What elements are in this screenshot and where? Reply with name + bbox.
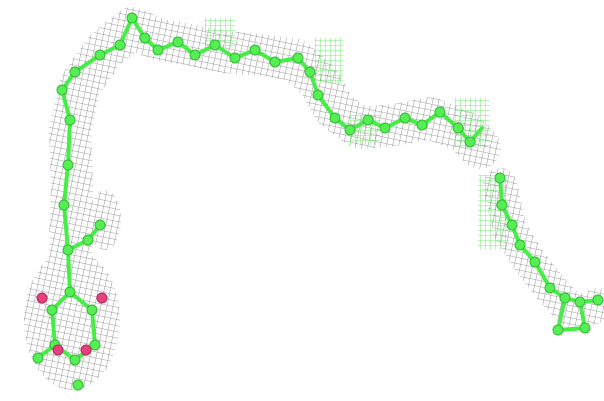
- atom: [464, 136, 476, 148]
- atom: [496, 199, 508, 211]
- atom: [304, 66, 316, 78]
- atom: [506, 219, 518, 231]
- atom: [344, 124, 356, 136]
- atom: [82, 234, 94, 246]
- green-mesh-4: [478, 175, 508, 250]
- atom: [514, 239, 526, 251]
- oxygen-atom: [80, 344, 92, 356]
- atom: [399, 112, 411, 124]
- atom: [114, 39, 126, 51]
- atom: [58, 199, 70, 211]
- atom: [172, 36, 184, 48]
- atom: [64, 114, 76, 126]
- atom: [579, 322, 591, 334]
- atom: [69, 66, 81, 78]
- atom: [56, 84, 68, 96]
- atom: [32, 352, 44, 364]
- atom: [62, 159, 74, 171]
- atom: [139, 32, 151, 44]
- atom: [249, 44, 261, 56]
- atom: [559, 292, 571, 304]
- atom: [379, 122, 391, 134]
- atom: [152, 44, 164, 56]
- mesh-main: [49, 7, 501, 321]
- oxygen-atom: [36, 292, 48, 304]
- atom: [292, 52, 304, 64]
- atom: [416, 119, 428, 131]
- atom: [94, 219, 106, 231]
- atom: [189, 49, 201, 61]
- mesh-left-lobe: [89, 190, 121, 250]
- atom: [64, 286, 76, 298]
- mesh-right: [483, 168, 604, 332]
- atom: [72, 379, 84, 391]
- atom: [592, 294, 604, 306]
- atom: [94, 49, 106, 61]
- molecule-atoms: [32, 12, 604, 391]
- atom: [362, 114, 374, 126]
- atom: [494, 172, 506, 184]
- atom: [329, 112, 341, 124]
- atom: [544, 282, 556, 294]
- atom: [209, 39, 221, 51]
- atom: [434, 106, 446, 118]
- atom: [46, 304, 58, 316]
- atom: [229, 52, 241, 64]
- atom: [269, 56, 281, 68]
- atom: [126, 12, 138, 24]
- bond-small-ring: [556, 296, 587, 332]
- oxygen-atom: [52, 344, 64, 356]
- atom: [62, 244, 74, 256]
- atom: [529, 256, 541, 268]
- atom: [89, 339, 101, 351]
- atom: [312, 89, 324, 101]
- green-mesh-2: [315, 38, 343, 83]
- mesh-ring: [24, 250, 120, 390]
- atom: [452, 122, 464, 134]
- atom: [86, 304, 98, 316]
- oxygen-atom: [96, 292, 108, 304]
- atom: [574, 296, 586, 308]
- atom: [552, 324, 564, 336]
- atom: [69, 354, 81, 366]
